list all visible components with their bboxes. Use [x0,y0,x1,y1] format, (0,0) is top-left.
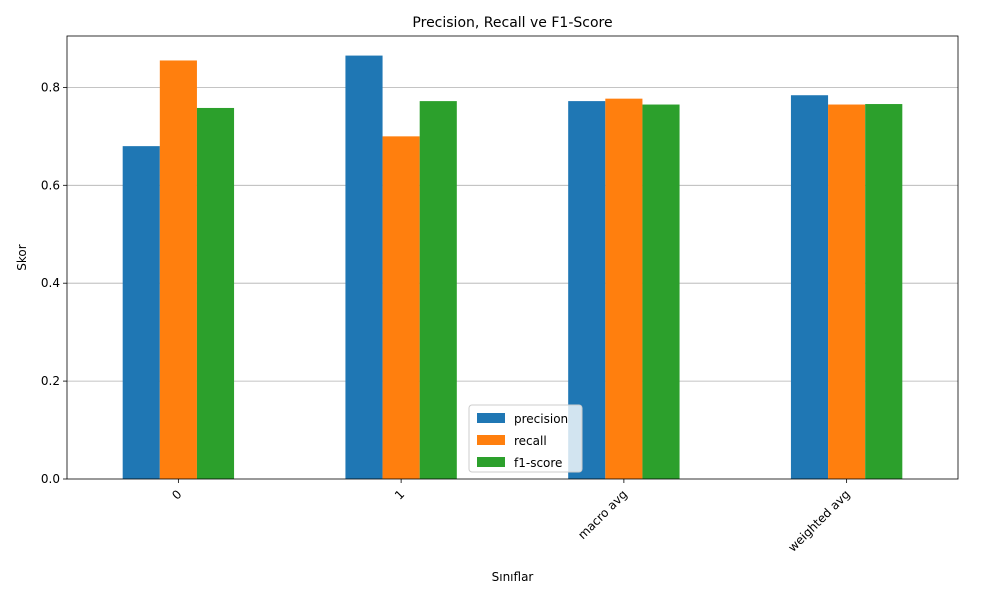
y-tick-label: 0.0 [41,472,60,486]
bar-recall [828,104,866,479]
plot-frame [66,35,959,480]
y-tick-label: 0.2 [41,374,60,388]
chart-title: Precision, Recall ve F1-Score [412,15,612,31]
y-tick-label: 0.8 [41,80,60,94]
bar-f1-score [642,104,680,479]
legend-label-precision: precision [514,412,568,426]
legend-label-f1-score: f1-score [514,456,562,470]
bar-precision [345,55,383,479]
bar-f1-score [865,104,903,479]
bars [122,55,903,480]
y-axis: 0.0 0.2 0.4 0.6 0.8 [41,80,67,486]
bar-recall [382,136,420,479]
y-tick-label: 0.4 [41,276,60,290]
legend-swatch-f1-score [477,457,505,467]
y-tick-label: 0.6 [41,178,60,192]
legend-swatch-recall [477,435,505,445]
bar-precision [790,95,829,480]
legend-swatch-precision [477,413,505,423]
x-axis-title: Sınıflar [492,570,534,584]
y-axis-title: Skor [15,244,29,270]
legend-label-recall: recall [514,434,547,448]
bar-recall [605,98,643,479]
bar-f1-score [419,101,457,479]
bar-precision [122,146,160,479]
bar-f1-score [196,107,235,479]
bar-recall [159,60,197,480]
legend: precision recall f1-score [468,404,583,473]
